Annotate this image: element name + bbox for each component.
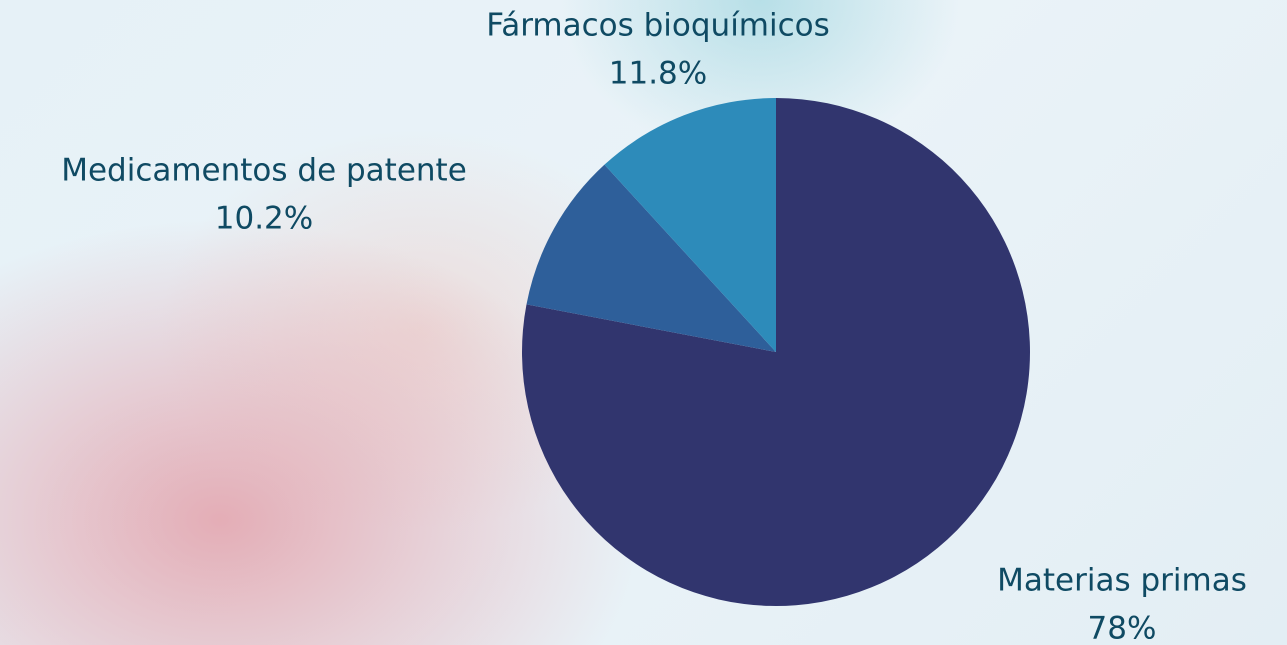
- slice-label: Materias primas: [997, 563, 1247, 599]
- value-label: 78%: [1088, 611, 1157, 645]
- value-label: 10.2%: [215, 201, 313, 237]
- pie-slice: [604, 98, 776, 352]
- slice-label: Medicamentos de patente: [61, 153, 467, 189]
- value-label: 11.8%: [609, 56, 707, 92]
- slice-label: Fármacos bioquímicos: [486, 8, 830, 44]
- pie-slice: [521, 98, 1030, 606]
- pie-slice: [526, 164, 776, 352]
